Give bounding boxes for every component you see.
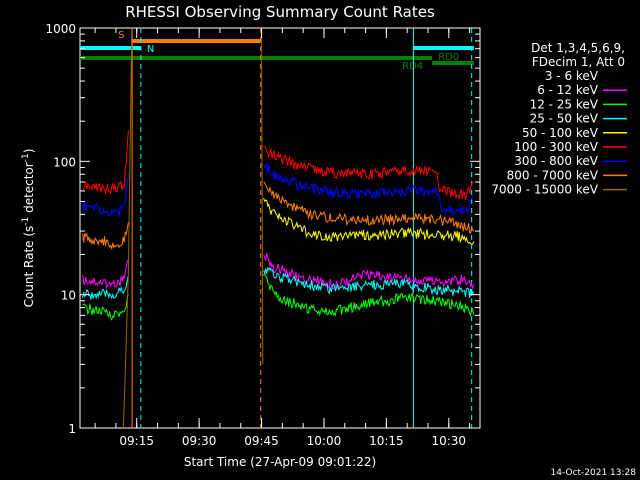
series-line bbox=[82, 275, 129, 300]
x-axis-label: Start Time (27-Apr-09 09:01:22) bbox=[184, 455, 376, 469]
bar-label-s: S bbox=[118, 30, 124, 41]
state-vertical-lines bbox=[131, 28, 473, 428]
legend-entry-label: 3 - 6 keV bbox=[545, 69, 599, 83]
plot-border bbox=[79, 27, 481, 429]
y-tick-label: 100 bbox=[53, 155, 76, 169]
series-line bbox=[263, 145, 475, 200]
legend-entry-label: 100 - 300 keV bbox=[514, 140, 598, 154]
y-axis-label: Count Rate (s-1 detector-1) bbox=[21, 149, 36, 308]
legend-entry-label: 7000 - 15000 keV bbox=[491, 183, 598, 197]
series-line bbox=[82, 130, 129, 195]
series-line bbox=[263, 198, 475, 246]
bar-label-rd4: RD4 bbox=[402, 61, 423, 72]
bar-label-n: N bbox=[147, 44, 154, 55]
series-line bbox=[263, 272, 475, 317]
series-line bbox=[263, 162, 475, 216]
series-line bbox=[261, 27, 264, 365]
legend-header: Det 1,3,4,5,6,9, bbox=[531, 41, 625, 55]
axis-ticks: 1 10 100 1000 09:15 09:30 09:45 10:00 10:15 10:30 bbox=[45, 22, 480, 448]
x-tick-label: 09:45 bbox=[244, 434, 279, 448]
saa-bars: S N RD0 RD4 bbox=[80, 30, 474, 72]
series-line bbox=[263, 181, 475, 234]
series-line bbox=[82, 284, 129, 313]
series-line bbox=[263, 253, 475, 291]
y-tick-label: 10 bbox=[61, 289, 76, 303]
series-line bbox=[122, 34, 133, 429]
series-line bbox=[263, 266, 475, 310]
series-line bbox=[82, 260, 129, 290]
y-tick-label: 1000 bbox=[45, 22, 76, 36]
legend-entry-label: 50 - 100 keV bbox=[522, 126, 599, 140]
x-tick-label: 10:30 bbox=[431, 434, 466, 448]
x-tick-label: 09:15 bbox=[119, 434, 154, 448]
x-tick-label: 09:30 bbox=[182, 434, 217, 448]
chart-title: RHESSI Observing Summary Count Rates bbox=[125, 3, 435, 21]
legend-entry-label: 12 - 25 keV bbox=[530, 97, 599, 111]
legend-entry-label: 300 - 800 keV bbox=[514, 154, 598, 168]
legend: Det 1,3,4,5,6,9,FDecim 1, Att 03 - 6 keV… bbox=[491, 41, 627, 197]
bar-label-rd0: RD0 bbox=[438, 52, 459, 63]
series-line bbox=[82, 174, 129, 218]
series-line bbox=[82, 222, 129, 251]
x-tick-label: 10:00 bbox=[307, 434, 342, 448]
legend-entry-label: 25 - 50 keV bbox=[530, 112, 599, 126]
y-tick-label: 1 bbox=[68, 422, 76, 436]
x-tick-label: 10:15 bbox=[369, 434, 404, 448]
series-lines bbox=[82, 27, 475, 429]
legend-header: FDecim 1, Att 0 bbox=[532, 55, 625, 69]
footer-timestamp: 14-Oct-2021 13:28 bbox=[551, 468, 637, 478]
series-line bbox=[263, 266, 475, 298]
plot-frame bbox=[79, 27, 481, 429]
series-line bbox=[82, 294, 129, 321]
legend-entry-label: 800 - 7000 keV bbox=[507, 168, 599, 182]
legend-entry-label: 6 - 12 keV bbox=[537, 83, 599, 97]
